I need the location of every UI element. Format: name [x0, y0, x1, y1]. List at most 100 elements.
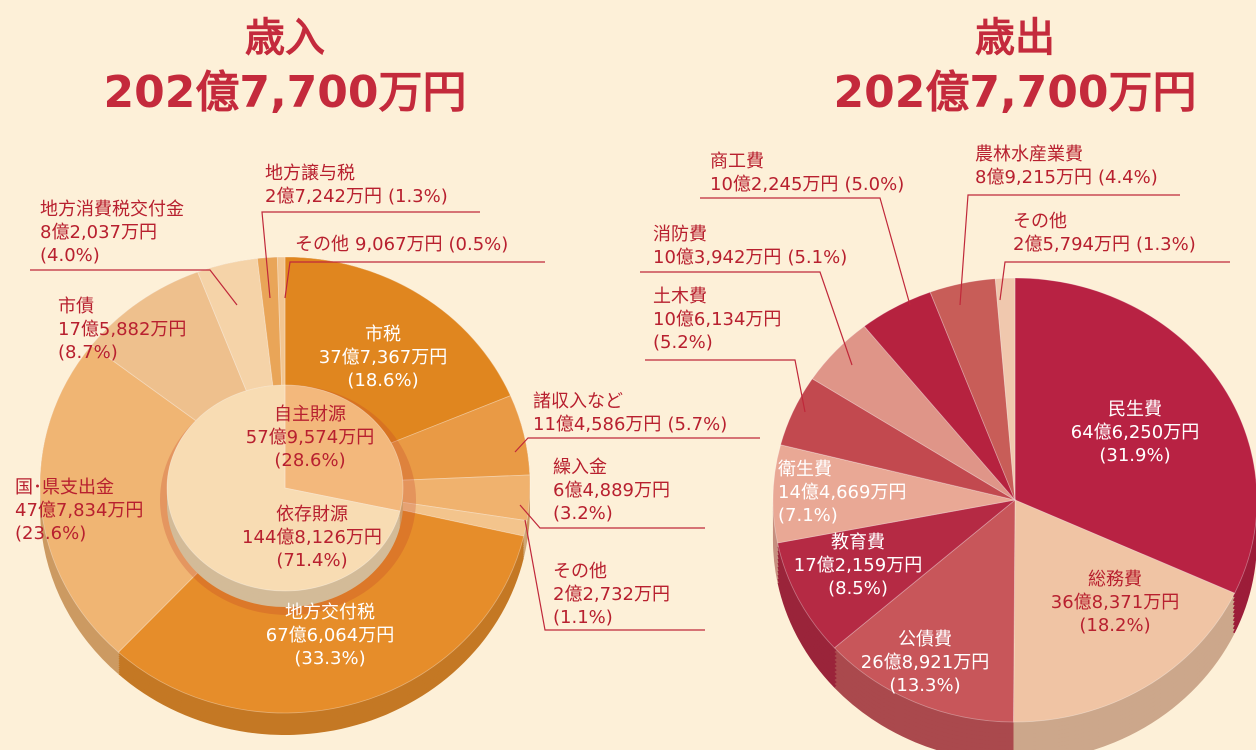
- slice-label: 土木費 10億6,134万円(5.2%): [653, 286, 781, 353]
- label-percent: (31.9%): [1099, 445, 1170, 466]
- chart-subtitle: 202億7,700万円: [833, 67, 1196, 118]
- label-percent: (5.0%): [844, 174, 904, 195]
- label-name: 地方交付税: [285, 602, 375, 623]
- label-percent: (23.6%): [15, 523, 86, 544]
- slice-label: 繰入金 6億4,889万円(3.2%): [553, 457, 670, 524]
- label-name: 繰入金: [553, 457, 607, 478]
- label-name: 自主財源: [274, 404, 346, 425]
- slice-label: 衛生費 14億4,669万円(7.1%): [778, 459, 906, 526]
- slice-label: 農林水産業費 8億9,215万円 (4.4%): [975, 144, 1158, 188]
- label-name: 教育費: [831, 532, 885, 553]
- label-amount: 8億2,037万円: [40, 222, 157, 243]
- label-percent: (1.1%): [553, 607, 613, 628]
- label-amount: 10億3,942万円: [653, 247, 781, 268]
- pie-slice: [811, 325, 1016, 501]
- label-amount: 47億7,834万円: [15, 500, 143, 521]
- slice-label: その他 9,067万円 (0.5%): [295, 234, 508, 255]
- pie-slice: [833, 499, 1016, 723]
- slice-label: 民生費 64億6,250万円(31.9%): [1071, 399, 1199, 466]
- slice-label: その他 2億2,732万円(1.1%): [553, 561, 670, 628]
- chart-subtitle: 202億7,700万円: [103, 67, 466, 118]
- label-amount: 57億9,574万円: [246, 427, 374, 448]
- leader-lines: [30, 194, 1230, 631]
- label-percent: (18.2%): [1079, 615, 1150, 636]
- label-name: その他: [553, 561, 607, 582]
- slice-label: 国･県支出金 47億7,834万円(23.6%): [15, 477, 143, 544]
- label-percent: (1.3%): [388, 186, 448, 207]
- label-percent: (28.6%): [274, 450, 345, 471]
- label-percent: (33.3%): [294, 648, 365, 669]
- slice-label: 商工費 10億2,245万円 (5.0%): [710, 151, 904, 195]
- slice-label: 公債費 26億8,921万円(13.3%): [861, 629, 989, 696]
- slice-label: 地方消費税交付金 8億2,037万円(4.0%): [40, 199, 184, 266]
- label-amount: 10億6,134万円: [653, 309, 781, 330]
- label-amount: 37億7,367万円: [319, 347, 447, 368]
- slice-label: 市税 37億7,367万円(18.6%): [319, 324, 447, 391]
- label-amount: 144億8,126万円: [242, 527, 382, 548]
- label-name: 公債費: [898, 629, 952, 650]
- label-name: 諸収入など: [533, 391, 623, 412]
- label-amount: 67億6,064万円: [266, 625, 394, 646]
- pie-slice: [994, 277, 1016, 501]
- label-amount: 17億2,159万円: [794, 555, 922, 576]
- label-name: 衛生費: [778, 459, 832, 480]
- label-name: 国･県支出金: [15, 477, 114, 498]
- label-name: 市税: [365, 324, 401, 345]
- slice-label: 市債 17億5,882万円(8.7%): [58, 296, 186, 363]
- label-percent: (4.4%): [1098, 167, 1158, 188]
- label-percent: (8.5%): [828, 578, 888, 599]
- label-name: 依存財源: [276, 504, 348, 525]
- label-amount: 17億5,882万円: [58, 319, 186, 340]
- pie-slice: [780, 378, 1016, 501]
- label-percent: (18.6%): [347, 370, 418, 391]
- label-amount: 11億4,586万円: [533, 414, 661, 435]
- pie-slice: [39, 344, 286, 653]
- slice-label: 依存財源 144億8,126万円(71.4%): [242, 504, 382, 571]
- pie-slice: [284, 384, 404, 512]
- label-percent: (4.0%): [40, 245, 100, 266]
- label-percent: (3.2%): [553, 503, 613, 524]
- label-amount: 10億2,245万円: [710, 174, 838, 195]
- slice-label: 教育費 17億2,159万円(8.5%): [794, 532, 922, 599]
- label-amount: 6億4,889万円: [553, 480, 670, 501]
- label-name: 土木費: [653, 286, 707, 307]
- pie-slice: [166, 384, 401, 592]
- label-percent: (5.2%): [653, 332, 713, 353]
- pie-slice: [929, 278, 1016, 501]
- pie-slice: [777, 499, 1017, 649]
- slice-label: 地方譲与税 2億7,242万円 (1.3%): [265, 163, 448, 207]
- pie-slice: [772, 444, 1016, 544]
- pie-slice: [1013, 499, 1236, 723]
- chart-title: 歳出: [975, 15, 1055, 61]
- slice-label: 総務費 36億8,371万円(18.2%): [1051, 569, 1179, 636]
- slice-label: 消防費 10億3,942万円 (5.1%): [653, 224, 847, 268]
- label-amount: 26億8,921万円: [861, 652, 989, 673]
- label-percent: (71.4%): [276, 550, 347, 571]
- chart-title: 歳入: [245, 15, 325, 61]
- slice-label: その他 2億5,794万円 (1.3%): [1013, 211, 1196, 255]
- label-name: 農林水産業費: [975, 144, 1083, 165]
- label-percent: (0.5%): [449, 234, 509, 255]
- label-percent: (8.7%): [58, 342, 118, 363]
- label-name: 地方消費税交付金: [40, 199, 184, 220]
- label-percent: (7.1%): [778, 505, 838, 526]
- label-percent: (13.3%): [889, 675, 960, 696]
- label-name: その他: [1013, 211, 1067, 232]
- label-amount: 64億6,250万円: [1071, 422, 1199, 443]
- label-name: 地方譲与税: [265, 163, 355, 184]
- slice-label: 諸収入など 11億4,586万円 (5.7%): [533, 391, 727, 435]
- label-amount: 2億2,732万円: [553, 584, 670, 605]
- label-amount: 14億4,669万円: [778, 482, 906, 503]
- label-percent: (5.1%): [787, 247, 847, 268]
- label-name: 消防費: [653, 224, 707, 245]
- label-amount: 36億8,371万円: [1051, 592, 1179, 613]
- pie-slice: [863, 291, 1016, 501]
- slice-label: 自主財源 57億9,574万円(28.6%): [246, 404, 374, 471]
- label-name: 民生費: [1108, 399, 1162, 420]
- label-name: その他: [295, 234, 349, 255]
- label-amount: 2億7,242万円: [265, 186, 382, 207]
- label-percent: (5.7%): [667, 414, 727, 435]
- pie-slice: [1014, 277, 1256, 594]
- label-name: 総務費: [1088, 569, 1142, 590]
